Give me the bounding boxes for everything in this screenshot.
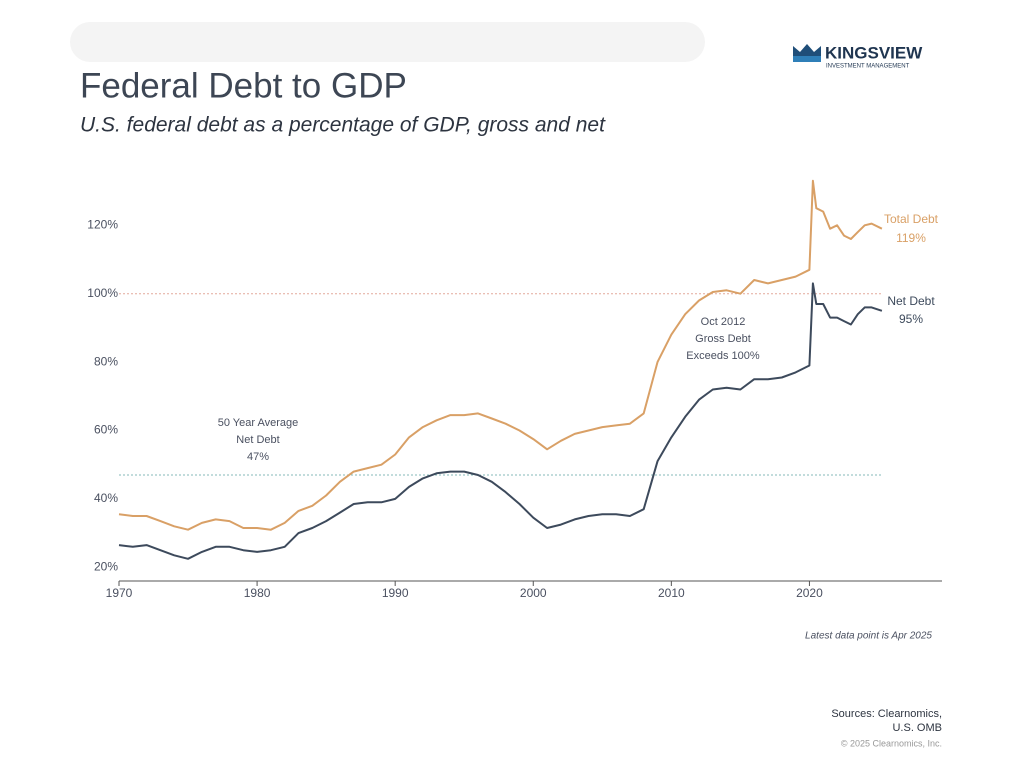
annotation: 47% (247, 451, 269, 463)
y-tick-label: 20% (94, 559, 118, 573)
line-series (118, 282, 883, 560)
y-tick-label: 120% (87, 217, 118, 231)
end-label: 95% (899, 312, 923, 326)
y-tick-label: 100% (87, 286, 118, 300)
end-label: 119% (896, 231, 926, 245)
line-series (118, 179, 883, 531)
y-tick-label: 40% (94, 491, 118, 505)
annotation: 50 Year Average (218, 417, 299, 429)
header-bar (70, 22, 705, 62)
annotation: Gross Debt (695, 333, 751, 345)
logo-text: KINGSVIEW (825, 43, 923, 62)
chart-subtitle: U.S. federal debt as a percentage of GDP… (80, 114, 606, 137)
x-tick-label: 1980 (244, 586, 271, 600)
note: Latest data point is Apr 2025 (805, 631, 932, 642)
y-tick-label: 80% (94, 354, 118, 368)
annotation: Oct 2012 (701, 316, 746, 328)
y-tick-label: 60% (94, 423, 118, 437)
annotation: Net Debt (236, 434, 279, 446)
x-tick-label: 2010 (658, 586, 685, 600)
x-tick-label: 1990 (382, 586, 409, 600)
sources: U.S. OMB (892, 722, 942, 734)
logo (793, 44, 821, 62)
x-tick-label: 2020 (796, 586, 823, 600)
x-tick-label: 1970 (106, 586, 133, 600)
chart-title: Federal Debt to GDP (80, 66, 407, 105)
logo-subtext: INVESTMENT MANAGEMENT (826, 64, 910, 70)
annotation: Exceeds 100% (686, 350, 760, 362)
end-label: Net Debt (887, 294, 935, 308)
end-label: Total Debt (884, 212, 939, 226)
x-tick-label: 2000 (520, 586, 547, 600)
sources: Sources: Clearnomics, (831, 708, 942, 720)
copyright: © 2025 Clearnomics, Inc. (841, 738, 942, 748)
